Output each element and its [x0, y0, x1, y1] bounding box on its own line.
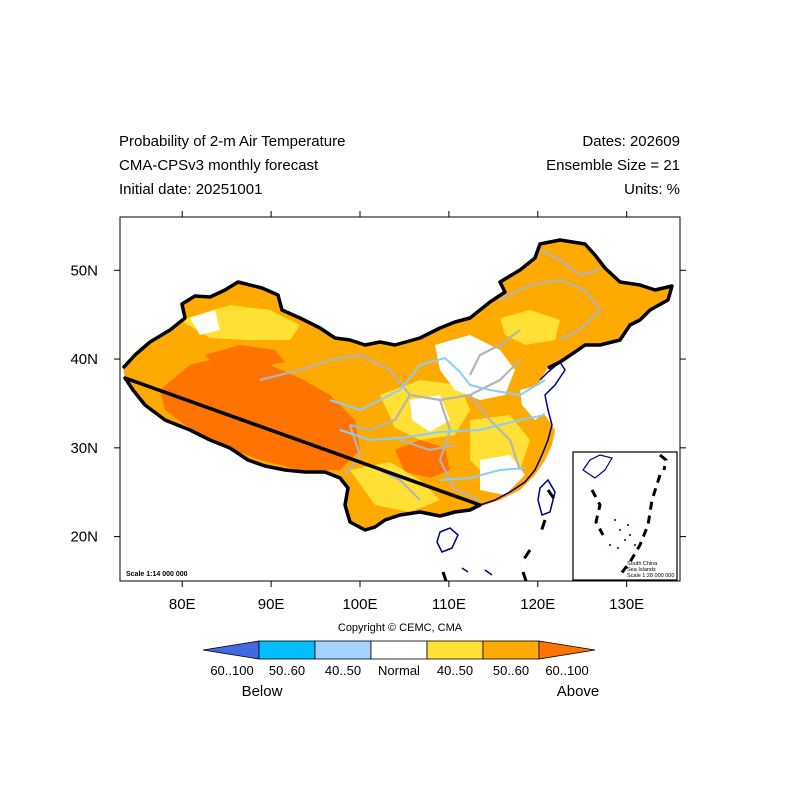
- latitude-labels: 20N 30N 40N 50N: [70, 262, 98, 545]
- title-dates: Dates: 202609: [582, 133, 680, 150]
- legend-swatch-4: [426, 640, 484, 660]
- legend-swatch-0: [202, 640, 260, 660]
- lon-label-90e: 90E: [258, 596, 285, 613]
- inset-title-2: Sea Islands: [627, 567, 656, 573]
- lat-label-40n: 40N: [70, 351, 98, 368]
- fill-above-40-50-northeast: [500, 310, 560, 345]
- legend-swatch-3: [370, 640, 428, 660]
- legend-label-0: 60..100: [210, 663, 253, 678]
- lat-label-20n: 20N: [70, 529, 98, 546]
- inset-scale: Scale 1:28 000 000: [627, 573, 674, 579]
- south-china-sea-inset: South China Sea Islands Scale 1:28 000 0…: [572, 451, 678, 581]
- fill-normal-central: [410, 395, 450, 432]
- legend-label-1: 50..60: [269, 663, 305, 678]
- legend-swatch-5: [482, 640, 540, 660]
- legend-label-6: 60..100: [545, 663, 588, 678]
- maritime-dashed-line-bottom: [441, 571, 528, 582]
- legend-label-3: Normal: [378, 663, 420, 678]
- legend-label-4: 40..50: [437, 663, 473, 678]
- fill-above-60-100-north: [205, 345, 285, 370]
- coastline: [436, 360, 566, 576]
- legend-swatch-1: [258, 640, 316, 660]
- legend-label-2: 40..50: [325, 663, 361, 678]
- lon-label-80e: 80E: [169, 596, 196, 613]
- lon-label-130e: 130E: [609, 596, 644, 613]
- longitude-labels: 80E 90E 100E 110E 120E 130E: [169, 596, 644, 613]
- axis-ticks: [114, 211, 686, 587]
- legend-below-label: Below: [242, 683, 283, 700]
- maritime-dashed-line: [518, 489, 557, 566]
- title-model: CMA-CPSv3 monthly forecast: [119, 157, 319, 174]
- map-scale: Scale 1:14 000 000: [126, 571, 188, 578]
- title-units: Units: %: [624, 181, 680, 198]
- fill-above-40-50-southwest: [350, 462, 440, 512]
- lon-label-100e: 100E: [342, 596, 377, 613]
- legend-above-label: Above: [557, 683, 600, 700]
- national-border: [121, 238, 674, 532]
- inset-title-1: South China: [627, 561, 658, 567]
- province-boundaries: [259, 249, 602, 502]
- legend-swatch-2: [314, 640, 372, 660]
- fill-normal-northwest: [190, 310, 220, 335]
- fill-above-60-100-west: [160, 355, 360, 470]
- fill-normal-south: [480, 455, 525, 495]
- lon-label-120e: 120E: [520, 596, 555, 613]
- title-initial-date: Initial date: 20251001: [119, 181, 263, 198]
- legend-swatch-6: [538, 640, 596, 660]
- lat-label-30n: 30N: [70, 440, 98, 457]
- legend-label-5: 50..60: [493, 663, 529, 678]
- lon-label-110e: 110E: [432, 596, 466, 613]
- lat-label-50n: 50N: [70, 262, 98, 279]
- copyright-text: Copyright © CEMC, CMA: [338, 622, 463, 634]
- title-ensemble-size: Ensemble Size = 21: [546, 157, 680, 174]
- fill-normal-north-china: [435, 335, 515, 400]
- color-legend: 60..100 50..60 40..50 Normal 40..50 50..60 60.…: [202, 640, 596, 678]
- title-variable: Probability of 2-m Air Temperature: [119, 133, 346, 150]
- rivers: [329, 356, 546, 481]
